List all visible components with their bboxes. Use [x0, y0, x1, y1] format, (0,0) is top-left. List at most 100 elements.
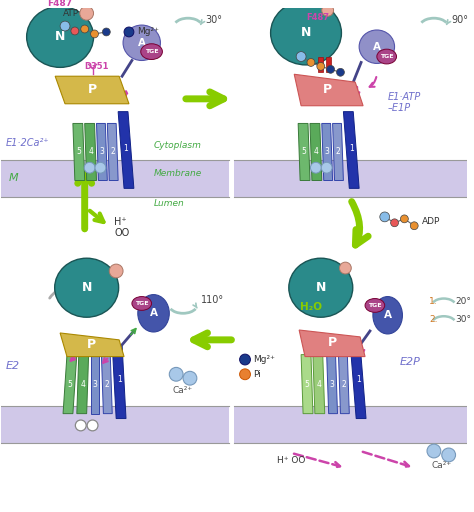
Text: Mg²⁺: Mg²⁺ [253, 355, 275, 364]
Text: H⁺ OO: H⁺ OO [276, 456, 305, 465]
Text: Pi: Pi [253, 370, 261, 379]
Polygon shape [60, 333, 124, 356]
Polygon shape [322, 123, 333, 181]
Circle shape [296, 52, 306, 61]
Text: Mg²⁺: Mg²⁺ [137, 28, 159, 36]
Ellipse shape [377, 49, 397, 64]
Text: Membrane: Membrane [154, 169, 202, 178]
Ellipse shape [271, 1, 341, 65]
Ellipse shape [138, 294, 169, 332]
Text: A: A [373, 41, 381, 52]
Circle shape [427, 444, 441, 458]
Circle shape [380, 212, 390, 222]
Text: 1: 1 [124, 143, 128, 153]
Ellipse shape [141, 44, 163, 59]
Circle shape [169, 368, 183, 381]
Text: 3: 3 [92, 379, 98, 389]
Text: D351: D351 [85, 62, 109, 71]
Circle shape [240, 354, 250, 365]
Ellipse shape [55, 258, 118, 317]
Circle shape [80, 6, 93, 20]
Polygon shape [327, 355, 337, 414]
Text: 5: 5 [305, 379, 310, 389]
Text: P: P [88, 83, 97, 96]
Text: 4: 4 [313, 147, 319, 157]
Text: 1.: 1. [429, 297, 438, 306]
Bar [1, 160, 229, 197]
Polygon shape [313, 355, 325, 414]
Ellipse shape [289, 258, 353, 317]
Polygon shape [112, 345, 126, 418]
Text: P: P [328, 336, 337, 349]
Polygon shape [118, 112, 134, 188]
Text: 30°: 30° [456, 315, 472, 324]
Polygon shape [343, 112, 359, 188]
Circle shape [327, 66, 335, 73]
Polygon shape [298, 123, 310, 181]
Circle shape [81, 25, 89, 33]
Polygon shape [97, 123, 107, 181]
Text: 3: 3 [325, 147, 329, 157]
Bar [318, 56, 323, 72]
Text: N: N [82, 281, 92, 294]
Text: N: N [55, 30, 65, 44]
Polygon shape [299, 330, 365, 356]
Polygon shape [55, 76, 129, 104]
Text: N: N [316, 281, 326, 294]
Ellipse shape [132, 296, 152, 310]
Text: 2.: 2. [429, 315, 438, 324]
Polygon shape [333, 123, 343, 181]
Circle shape [240, 369, 250, 380]
Text: ADP: ADP [422, 217, 440, 226]
Bar [1, 406, 229, 443]
Bar [234, 160, 467, 197]
Text: E2P: E2P [400, 357, 420, 368]
Polygon shape [73, 123, 85, 181]
Text: 2: 2 [336, 147, 340, 157]
Ellipse shape [365, 298, 385, 312]
Polygon shape [107, 123, 118, 181]
Text: TGE: TGE [380, 54, 393, 59]
Text: P: P [87, 338, 96, 351]
Bar [326, 56, 330, 72]
Text: E1·2Ca²⁺: E1·2Ca²⁺ [6, 138, 49, 148]
Text: 4: 4 [80, 379, 85, 389]
Text: 4: 4 [88, 147, 93, 157]
Circle shape [410, 222, 418, 230]
Polygon shape [85, 123, 97, 181]
Ellipse shape [359, 30, 394, 63]
Circle shape [71, 27, 79, 35]
Text: E2: E2 [6, 361, 20, 371]
Circle shape [183, 371, 197, 385]
Text: Ca²⁺: Ca²⁺ [172, 386, 192, 395]
Polygon shape [310, 123, 322, 181]
Circle shape [339, 262, 351, 274]
Text: 2: 2 [104, 379, 109, 389]
Circle shape [87, 420, 98, 431]
Polygon shape [63, 355, 77, 414]
Text: 110°: 110° [201, 294, 224, 305]
Polygon shape [101, 355, 112, 414]
Circle shape [317, 62, 325, 70]
Text: A: A [383, 310, 392, 321]
Ellipse shape [373, 296, 402, 334]
Text: N: N [301, 27, 311, 39]
Text: M: M [9, 173, 18, 183]
Text: 2: 2 [342, 379, 346, 389]
Text: 1: 1 [117, 375, 121, 383]
Text: TGE: TGE [368, 303, 382, 308]
Circle shape [124, 27, 134, 37]
Polygon shape [301, 355, 313, 414]
Circle shape [391, 219, 399, 227]
Circle shape [401, 215, 408, 223]
Text: 30°: 30° [206, 15, 223, 25]
Circle shape [337, 69, 345, 76]
Circle shape [109, 264, 123, 278]
Circle shape [321, 162, 332, 173]
Circle shape [307, 58, 315, 67]
Text: A: A [138, 38, 146, 48]
Ellipse shape [27, 6, 93, 68]
Text: 1: 1 [349, 143, 354, 153]
Text: Lumen: Lumen [154, 199, 184, 208]
Text: H₂O: H₂O [300, 303, 322, 312]
